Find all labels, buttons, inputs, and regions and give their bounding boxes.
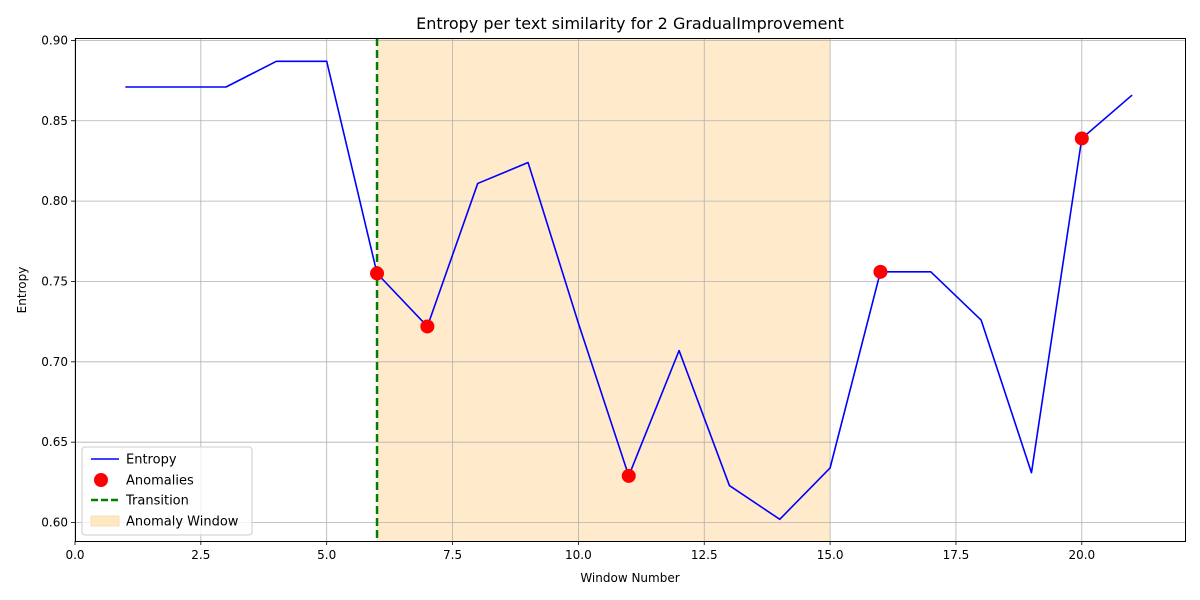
legend: Entropy Anomalies Transition Anomaly Win… — [81, 446, 253, 536]
x-tick-label: 0.0 — [65, 548, 84, 562]
anomaly-point — [1074, 131, 1089, 146]
y-tick-label: 0.90 — [41, 33, 68, 47]
y-tick-label: 0.85 — [41, 114, 68, 128]
legend-window-swatch — [90, 515, 120, 527]
legend-box — [81, 446, 253, 536]
y-tick-label: 0.80 — [41, 194, 68, 208]
x-axis-label: Window Number — [580, 571, 679, 585]
x-tick-label: 15.0 — [817, 548, 844, 562]
plot-frame — [75, 38, 1186, 542]
legend-anomalies-swatch — [94, 473, 108, 487]
x-tick-label: 7.5 — [443, 548, 462, 562]
x-tick-label: 10.0 — [565, 548, 592, 562]
x-tick-label: 2.5 — [191, 548, 210, 562]
x-tick-label: 5.0 — [317, 548, 336, 562]
x-tick-label: 12.5 — [691, 548, 718, 562]
chart-title: Entropy per text similarity for 2 Gradua… — [416, 14, 844, 33]
y-tick-label: 0.70 — [41, 355, 68, 369]
legend-entropy-label: Entropy — [126, 453, 177, 468]
grid-layer — [74, 38, 1185, 541]
legend-window-label: Anomaly Window — [126, 515, 239, 530]
y-axis-ticks: 0.60 0.65 0.70 0.75 0.80 0.85 0.90 — [41, 33, 75, 530]
anomaly-window-band — [377, 38, 831, 541]
anomaly-points-layer — [370, 131, 1089, 483]
x-tick-label: 20.0 — [1068, 548, 1095, 562]
legend-anomalies-label: Anomalies — [126, 474, 194, 489]
y-axis-label: Entropy — [15, 267, 29, 314]
y-tick-label: 0.60 — [41, 516, 68, 530]
x-tick-label: 17.5 — [943, 548, 970, 562]
legend-transition-label: Transition — [125, 494, 189, 509]
y-tick-label: 0.75 — [41, 274, 68, 288]
anomaly-point — [621, 468, 636, 483]
anomaly-point — [873, 264, 888, 279]
y-tick-label: 0.65 — [41, 435, 68, 449]
anomaly-window-layer — [377, 38, 831, 541]
anomaly-point — [420, 319, 435, 334]
x-axis-ticks: 0.0 2.5 5.0 7.5 10.0 12.5 15.0 17.5 20.0 — [65, 541, 1095, 562]
anomaly-point — [370, 266, 385, 281]
